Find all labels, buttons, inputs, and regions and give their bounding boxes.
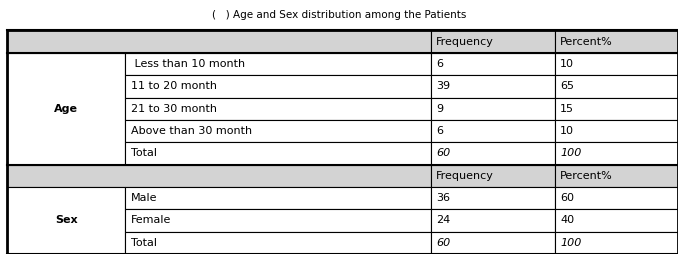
Text: 6: 6 xyxy=(436,126,443,136)
Bar xyxy=(431,187,555,209)
Bar xyxy=(125,75,431,98)
Text: Frequency: Frequency xyxy=(436,171,494,181)
Bar xyxy=(431,165,555,187)
Bar xyxy=(555,98,678,120)
Bar xyxy=(7,30,431,53)
Bar xyxy=(555,120,678,142)
Text: Above than 30 month: Above than 30 month xyxy=(131,126,252,136)
Bar xyxy=(431,120,555,142)
Text: Total: Total xyxy=(131,148,157,158)
Text: 36: 36 xyxy=(436,193,450,203)
Text: 100: 100 xyxy=(560,238,582,248)
Bar xyxy=(7,53,125,165)
Bar xyxy=(431,30,555,53)
Text: 100: 100 xyxy=(560,148,582,158)
Text: 10: 10 xyxy=(560,59,574,69)
Text: 21 to 30 month: 21 to 30 month xyxy=(131,104,217,114)
Text: Less than 10 month: Less than 10 month xyxy=(131,59,245,69)
Text: Total: Total xyxy=(131,238,157,248)
Bar xyxy=(431,53,555,75)
Text: 60: 60 xyxy=(436,238,450,248)
Text: 9: 9 xyxy=(436,104,443,114)
Bar xyxy=(555,142,678,165)
Bar xyxy=(7,30,678,254)
Text: 24: 24 xyxy=(436,215,450,226)
Bar xyxy=(431,98,555,120)
Text: Age: Age xyxy=(54,104,78,114)
Bar xyxy=(125,53,431,75)
Bar xyxy=(555,165,678,187)
Text: 40: 40 xyxy=(560,215,574,226)
Text: 6: 6 xyxy=(436,59,443,69)
Bar xyxy=(125,209,431,232)
Bar xyxy=(125,120,431,142)
Text: Percent%: Percent% xyxy=(560,37,613,47)
Bar xyxy=(7,165,431,187)
Text: Female: Female xyxy=(131,215,172,226)
Bar xyxy=(125,232,431,254)
Text: Sex: Sex xyxy=(55,215,77,226)
Text: (   ) Age and Sex distribution among the Patients: ( ) Age and Sex distribution among the P… xyxy=(212,10,466,20)
Bar xyxy=(125,98,431,120)
Bar xyxy=(555,53,678,75)
Bar xyxy=(7,187,125,254)
Text: Percent%: Percent% xyxy=(560,171,613,181)
Text: 60: 60 xyxy=(436,148,450,158)
Bar xyxy=(555,75,678,98)
Bar xyxy=(125,142,431,165)
Text: 39: 39 xyxy=(436,81,450,91)
Text: Frequency: Frequency xyxy=(436,37,494,47)
Text: 10: 10 xyxy=(560,126,574,136)
Bar xyxy=(431,209,555,232)
Bar xyxy=(431,75,555,98)
Text: 15: 15 xyxy=(560,104,574,114)
Bar xyxy=(555,209,678,232)
Text: Male: Male xyxy=(131,193,157,203)
Text: 11 to 20 month: 11 to 20 month xyxy=(131,81,217,91)
Bar xyxy=(125,187,431,209)
Bar xyxy=(431,142,555,165)
Text: 60: 60 xyxy=(560,193,574,203)
Text: 65: 65 xyxy=(560,81,574,91)
Bar xyxy=(555,187,678,209)
Bar xyxy=(431,232,555,254)
Bar xyxy=(555,30,678,53)
Bar xyxy=(555,232,678,254)
